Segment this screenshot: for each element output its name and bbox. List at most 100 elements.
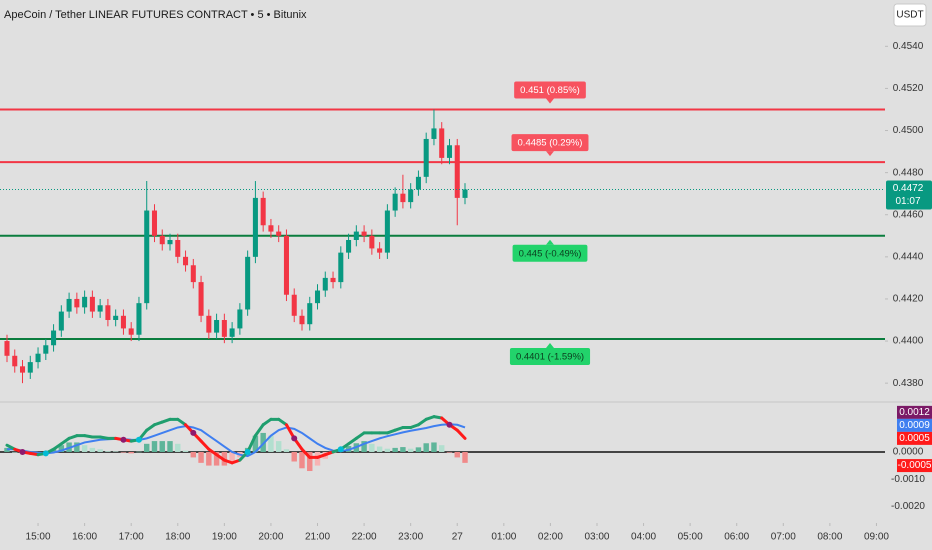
histogram-bar	[361, 441, 367, 452]
histogram-bar	[151, 441, 158, 452]
candle-body	[183, 256, 189, 266]
cross-dot	[244, 448, 251, 455]
level-label-box	[509, 347, 591, 365]
x-tick-label: 03:00	[584, 532, 609, 543]
histogram-bar	[206, 451, 212, 466]
cross-dot	[42, 450, 49, 457]
candle-body	[105, 305, 111, 320]
y-tick-label: -0.0010	[891, 474, 925, 485]
y-tick-label: 0.4420	[893, 294, 924, 305]
candle-body	[245, 256, 251, 310]
candle-body	[214, 320, 220, 333]
level-label: 0.445 (-0.49%)	[512, 239, 588, 262]
histogram-bar	[392, 447, 398, 452]
pane-label: 0.0005	[899, 433, 930, 444]
candle-body	[175, 240, 181, 257]
histogram-bar	[159, 441, 165, 452]
x-tick-label: 16:00	[72, 532, 97, 543]
candle-body	[307, 303, 313, 325]
level-label: 0.4485 (0.29%)	[511, 134, 589, 157]
candle-body	[237, 309, 243, 329]
candle-body	[454, 145, 460, 198]
histogram-bar	[144, 443, 150, 452]
cross-dot	[446, 421, 453, 428]
candle-body	[206, 315, 212, 333]
candle-body	[400, 193, 406, 203]
histogram-bar	[446, 451, 453, 453]
histogram-bar	[291, 451, 297, 462]
histogram-bar	[229, 451, 235, 463]
candle-body	[369, 235, 375, 249]
macd-line-segment	[199, 439, 211, 451]
signal-line	[6, 423, 466, 458]
candle-body	[190, 265, 196, 283]
candle-body	[276, 231, 282, 236]
x-tick-label: 27	[452, 532, 464, 543]
x-tick-label: 02:00	[538, 532, 563, 543]
macd-line-segment	[416, 417, 428, 427]
macd-line-segment	[215, 453, 226, 462]
candle-body	[252, 197, 258, 257]
histogram-bar	[439, 445, 445, 452]
candle-body	[113, 315, 119, 320]
currency-button[interactable]	[893, 3, 927, 27]
countdown-label: 01:07	[895, 196, 920, 207]
candle-body	[167, 240, 173, 245]
level-label-text: 0.4401 (-1.59%)	[516, 351, 584, 362]
last-price-label: 0.4472	[893, 183, 924, 194]
level-label: 0.4401 (-1.59%)	[509, 342, 591, 365]
candle-body	[431, 128, 437, 139]
histogram-bar	[105, 451, 111, 452]
candle-body	[159, 235, 165, 245]
histogram-bar	[213, 451, 220, 466]
histogram-bar	[369, 443, 375, 452]
cross-dot	[135, 436, 142, 443]
histogram-bar	[175, 443, 181, 452]
level-label: 0.451 (0.85%)	[514, 81, 586, 104]
histogram-bar	[81, 445, 88, 452]
level-label-box	[514, 81, 586, 99]
pane-label: 0.0012	[899, 407, 930, 418]
x-tick-label: 20:00	[258, 532, 283, 543]
candle-body	[338, 252, 344, 283]
x-tick-label: 21:00	[305, 532, 330, 543]
macd-line-segment	[277, 417, 288, 427]
candle-body	[439, 128, 445, 158]
histogram-bar	[128, 451, 134, 454]
candle-body	[423, 138, 429, 177]
candle-body	[299, 315, 305, 325]
pane-label-box	[897, 405, 932, 419]
histogram-bar	[120, 451, 127, 453]
macd-line-segment	[207, 447, 219, 457]
macd-line-segment	[347, 436, 358, 446]
pane-label: -0.0005	[898, 460, 932, 471]
y-tick-label: 0.4480	[893, 167, 924, 178]
x-tick-label: 06:00	[724, 532, 749, 543]
candle-body	[144, 210, 150, 304]
histogram-bar	[307, 451, 313, 472]
candle-body	[415, 176, 421, 190]
candle-body	[229, 328, 235, 337]
histogram-bar	[112, 451, 119, 452]
pane-label-box	[897, 418, 932, 432]
currency-label[interactable]: USDT	[896, 10, 923, 21]
histogram-bar	[400, 447, 406, 452]
level-label-text: 0.4485 (0.29%)	[518, 138, 583, 149]
candle-body	[27, 362, 33, 373]
y-tick-label: 0.4500	[893, 125, 924, 136]
chart-title: ApeCoin / Tether LINEAR FUTURES CONTRACT…	[4, 9, 307, 21]
macd-line-segment	[246, 434, 257, 454]
candle-body	[221, 320, 227, 337]
candle-body	[136, 303, 142, 335]
histogram-bar	[252, 435, 259, 452]
x-tick-label: 04:00	[631, 532, 656, 543]
histogram-bar	[283, 449, 290, 452]
level-label-box	[511, 134, 589, 152]
histogram-bar	[454, 451, 460, 458]
candle-body	[384, 210, 390, 253]
histogram-bar	[415, 447, 422, 452]
histogram-bar	[462, 451, 468, 463]
candle-body	[346, 240, 352, 253]
